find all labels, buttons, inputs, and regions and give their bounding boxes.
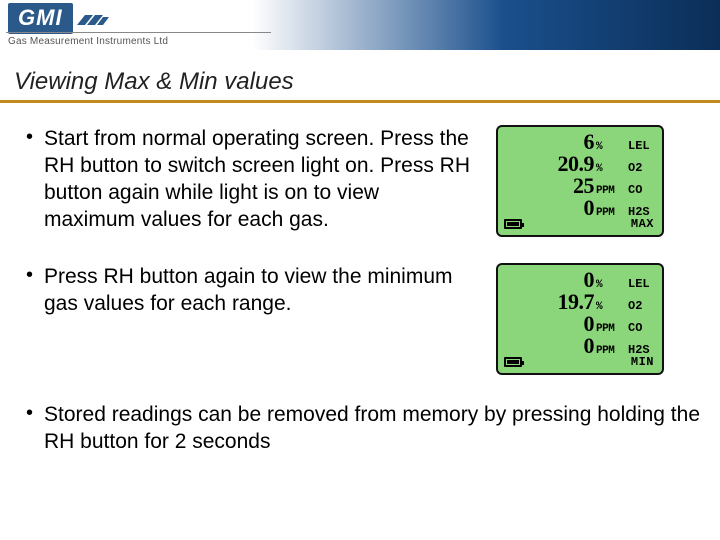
- lcd-unit: %: [596, 279, 624, 291]
- lcd-row: 6 % LEL: [502, 129, 658, 151]
- lcd-unit: %: [596, 301, 624, 313]
- lcd-unit: PPM: [596, 323, 624, 335]
- lcd-mode-label: MAX: [631, 217, 654, 231]
- lcd-row: 25 PPM CO: [502, 173, 658, 195]
- bullet-text: Press RH button again to view the minimu…: [44, 263, 474, 317]
- battery-icon: [504, 219, 522, 229]
- lcd-row: 0 % LEL: [502, 267, 658, 289]
- header-divider: [6, 32, 271, 33]
- bullet-text: Start from normal operating screen. Pres…: [44, 125, 474, 233]
- lcd-gas: O2: [628, 161, 658, 175]
- lcd-value: 0: [524, 195, 594, 221]
- bullet-item: Press RH button again to view the minimu…: [26, 263, 700, 375]
- lcd-unit: %: [596, 141, 624, 153]
- title-bar: Viewing Max & Min values: [0, 68, 720, 103]
- lcd-gas: LEL: [628, 277, 658, 291]
- lcd-unit: PPM: [596, 185, 624, 197]
- lcd-row: 20.9 % O2: [502, 151, 658, 173]
- brand-logo-text: GMI: [8, 3, 73, 34]
- header-bar: GMI Gas Measurement Instruments Ltd: [0, 0, 720, 50]
- bullet-item: Start from normal operating screen. Pres…: [26, 125, 700, 237]
- lcd-gas: CO: [628, 321, 658, 335]
- brand-chevron-icon: [77, 5, 111, 31]
- lcd-gas: O2: [628, 299, 658, 313]
- brand-logo: GMI: [8, 3, 111, 34]
- lcd-unit: %: [596, 163, 624, 175]
- lcd-row: 0 PPM H2S: [502, 195, 658, 217]
- lcd-row: 0 PPM CO: [502, 311, 658, 333]
- content-area: Start from normal operating screen. Pres…: [0, 103, 720, 455]
- lcd-unit: PPM: [596, 207, 624, 219]
- lcd-row: 0 PPM H2S: [502, 333, 658, 355]
- brand-tagline: Gas Measurement Instruments Ltd: [8, 36, 168, 47]
- lcd-mode-label: MIN: [631, 355, 654, 369]
- lcd-gas: CO: [628, 183, 658, 197]
- lcd-value: 0: [524, 333, 594, 359]
- lcd-row: 19.7 % O2: [502, 289, 658, 311]
- lcd-min: 0 % LEL 19.7 % O2 0 PPM CO: [496, 263, 664, 375]
- lcd-max: 6 % LEL 20.9 % O2 25 PPM CO: [496, 125, 664, 237]
- battery-icon: [504, 357, 522, 367]
- lcd-gas: LEL: [628, 139, 658, 153]
- bullet-item: Stored readings can be removed from memo…: [26, 401, 700, 455]
- bullet-text: Stored readings can be removed from memo…: [44, 401, 700, 455]
- page-title: Viewing Max & Min values: [14, 68, 706, 96]
- lcd-unit: PPM: [596, 345, 624, 357]
